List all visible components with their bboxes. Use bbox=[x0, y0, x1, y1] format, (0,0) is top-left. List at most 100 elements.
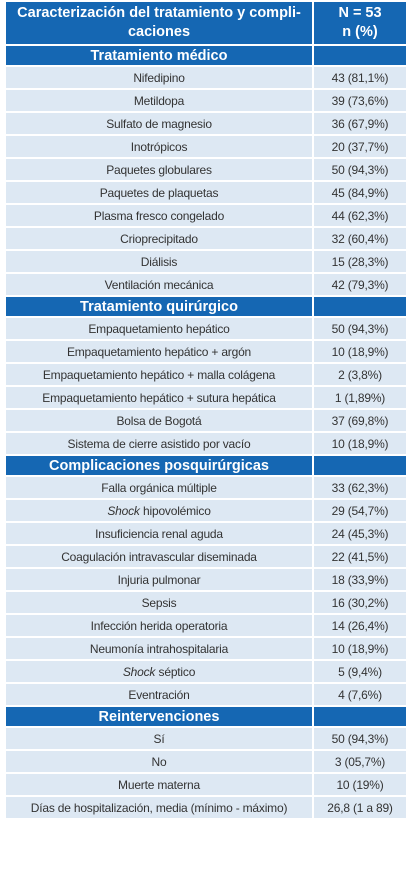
row-value: 44 (62,3%) bbox=[312, 203, 408, 228]
row-value-text: 42 (79,3%) bbox=[331, 277, 389, 292]
row-value-text: 5 (9,4%) bbox=[338, 664, 382, 679]
row-value: 39 (73,6%) bbox=[312, 88, 408, 113]
row-value-text: 20 (37,7%) bbox=[331, 139, 389, 154]
row-label-text: Metildopa bbox=[133, 93, 185, 108]
data-row: Empaquetamiento hepático + argón 10 (18,9… bbox=[4, 339, 408, 364]
data-row: Eventración 4 (7,6%) bbox=[4, 682, 408, 707]
data-row: Sistema de cierre asistido por vacío 10 (… bbox=[4, 431, 408, 456]
section-empty-cell bbox=[312, 705, 408, 728]
row-label-text: Sí bbox=[153, 731, 165, 746]
data-row: Insuficiencia renal aguda 24 (45,3%) bbox=[4, 521, 408, 546]
data-row: Ventilación mecánica 42 (79,3%) bbox=[4, 272, 408, 297]
section-title: Reintervenciones bbox=[4, 705, 314, 728]
data-row: Infección herida operatoria 14 (26,4%) bbox=[4, 613, 408, 638]
row-value-text: 45 (84,9%) bbox=[331, 185, 389, 200]
data-row: Neumonía intrahospitalaria 10 (18,9%) bbox=[4, 636, 408, 661]
row-value-text: 3 (05,7%) bbox=[334, 754, 386, 769]
row-label-rest: séptico bbox=[158, 664, 196, 679]
section-row: Tratamiento médico bbox=[4, 44, 408, 67]
row-value: 36 (67,9%) bbox=[312, 111, 408, 136]
row-label-text: Paquetes de plaquetas bbox=[99, 185, 219, 200]
row-value: 10 (18,9%) bbox=[312, 431, 408, 456]
row-value: 1 (1,89%) bbox=[312, 385, 408, 410]
row-value-text: 2 (3,8%) bbox=[338, 367, 382, 382]
header-line: N = 53 bbox=[338, 5, 382, 21]
data-row: Plasma fresco congelado 44 (62,3%) bbox=[4, 203, 408, 228]
row-value: 29 (54,7%) bbox=[312, 498, 408, 523]
data-row: Shock hipovolémico 29 (54,7%) bbox=[4, 498, 408, 523]
row-value-text: 50 (94,3%) bbox=[331, 162, 389, 177]
row-label: Bolsa de Bogotá bbox=[4, 408, 314, 433]
row-value: 20 (37,7%) bbox=[312, 134, 408, 159]
row-label: Empaquetamiento hepático + sutura hepáti… bbox=[4, 385, 314, 410]
data-row: Inotrópicos 20 (37,7%) bbox=[4, 134, 408, 159]
row-label: Empaquetamiento hepático + argón bbox=[4, 339, 314, 364]
header-cell: Caracterización del tratamiento y compli… bbox=[4, 0, 314, 46]
section-title-text: Reintervenciones bbox=[98, 708, 220, 725]
row-value: 2 (3,8%) bbox=[312, 362, 408, 387]
row-value-text: 10 (18,9%) bbox=[331, 344, 389, 359]
row-label: Neumonía intrahospitalaria bbox=[4, 636, 314, 661]
row-value-text: 22 (41,5%) bbox=[331, 549, 389, 564]
row-label: Sepsis bbox=[4, 590, 314, 615]
row-label: Injuria pulmonar bbox=[4, 567, 314, 592]
data-row: Injuria pulmonar 18 (33,9%) bbox=[4, 567, 408, 592]
section-empty-cell bbox=[312, 295, 408, 318]
row-value-text: 24 (45,3%) bbox=[331, 526, 389, 541]
row-value-text: 10 (18,9%) bbox=[331, 436, 389, 451]
row-value: 45 (84,9%) bbox=[312, 180, 408, 205]
row-value-text: 39 (73,6%) bbox=[331, 93, 389, 108]
row-value: 22 (41,5%) bbox=[312, 544, 408, 569]
section-title-text: Tratamiento quirúrgico bbox=[80, 298, 238, 315]
data-row: Crioprecipitado 32 (60,4%) bbox=[4, 226, 408, 251]
row-label-text: Empaquetamiento hepático + sutura hepáti… bbox=[42, 390, 276, 405]
row-label-text: Sistema de cierre asistido por vacío bbox=[67, 436, 251, 451]
row-label: Diálisis bbox=[4, 249, 314, 274]
row-value-text: 37 (69,8%) bbox=[331, 413, 389, 428]
data-row: Paquetes globulares 50 (94,3%) bbox=[4, 157, 408, 182]
row-value: 50 (94,3%) bbox=[312, 157, 408, 182]
row-label: No bbox=[4, 749, 314, 774]
data-row: Paquetes de plaquetas 45 (84,9%) bbox=[4, 180, 408, 205]
row-value-text: 26,8 (1 a 89) bbox=[327, 800, 393, 815]
row-label-italic: Shock bbox=[107, 503, 140, 518]
row-value-text: 18 (33,9%) bbox=[331, 572, 389, 587]
data-row: Empaquetamiento hepático 50 (94,3%) bbox=[4, 316, 408, 341]
row-label-text: Sulfato de magnesio bbox=[106, 116, 212, 131]
row-value: 43 (81,1%) bbox=[312, 65, 408, 90]
row-label-text: Empaquetamiento hepático + argón bbox=[66, 344, 252, 359]
row-value: 18 (33,9%) bbox=[312, 567, 408, 592]
data-row: Empaquetamiento hepático + sutura hepáti… bbox=[4, 385, 408, 410]
row-value-text: 50 (94,3%) bbox=[331, 731, 389, 746]
row-label-text: No bbox=[151, 754, 167, 769]
data-row: Shock séptico 5 (9,4%) bbox=[4, 659, 408, 684]
row-value-text: 33 (62,3%) bbox=[331, 480, 389, 495]
row-value: 10 (18,9%) bbox=[312, 636, 408, 661]
header-cell: N = 53 n (%) bbox=[312, 0, 408, 46]
row-label-text: Falla orgánica múltiple bbox=[101, 480, 217, 495]
section-title-text: Complicaciones posquirúrgicas bbox=[49, 457, 269, 474]
row-label: Días de hospitalización, media (mínimo -… bbox=[4, 795, 314, 820]
row-label-text: Nifedipino bbox=[133, 70, 185, 85]
row-label: Sulfato de magnesio bbox=[4, 111, 314, 136]
section-row: Tratamiento quirúrgico bbox=[4, 295, 408, 318]
row-value-text: 44 (62,3%) bbox=[331, 208, 389, 223]
section-title: Complicaciones posquirúrgicas bbox=[4, 454, 314, 477]
row-value: 5 (9,4%) bbox=[312, 659, 408, 684]
data-row: Días de hospitalización, media (mínimo -… bbox=[4, 795, 408, 820]
data-row: Coagulación intravascular diseminada 22 (… bbox=[4, 544, 408, 569]
data-row: Metildopa 39 (73,6%) bbox=[4, 88, 408, 113]
row-value-text: 29 (54,7%) bbox=[331, 503, 389, 518]
row-label: Metildopa bbox=[4, 88, 314, 113]
table: Caracterización del tratamiento y compli… bbox=[4, 0, 408, 820]
row-label: Plasma fresco congelado bbox=[4, 203, 314, 228]
row-value-text: 14 (26,4%) bbox=[331, 618, 389, 633]
data-row: Empaquetamiento hepático + malla colágen… bbox=[4, 362, 408, 387]
row-label-text: Plasma fresco congelado bbox=[93, 208, 225, 223]
row-value-text: 43 (81,1%) bbox=[331, 70, 389, 85]
row-value-text: 10 (19%) bbox=[336, 777, 384, 792]
header-line: Caracterización del tratamiento y compli… bbox=[17, 5, 301, 21]
row-label: Inotrópicos bbox=[4, 134, 314, 159]
row-value: 3 (05,7%) bbox=[312, 749, 408, 774]
